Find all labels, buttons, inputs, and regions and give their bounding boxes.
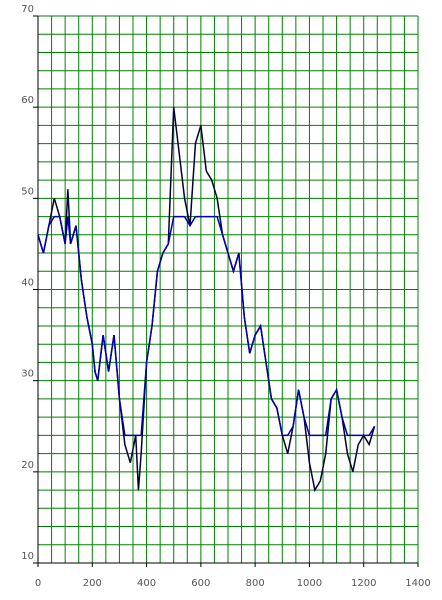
- y-tick-label: 50: [21, 186, 34, 197]
- x-tick-label: 800: [246, 578, 265, 589]
- y-tick-label: 70: [21, 4, 34, 15]
- x-tick-label: 0: [35, 578, 41, 589]
- x-tick-label: 200: [83, 578, 102, 589]
- x-tick-label: 1400: [405, 578, 430, 589]
- data-line: [37, 107, 376, 493]
- y-tick-label: 20: [21, 460, 34, 471]
- x-tick-label: 1000: [297, 578, 322, 589]
- y-tick-label: 60: [21, 95, 34, 106]
- y-tick-label: 10: [21, 551, 34, 562]
- x-tick-label: 1200: [351, 578, 376, 589]
- data-line: [37, 215, 376, 437]
- x-tick-label: 400: [137, 578, 156, 589]
- y-tick-label: 40: [21, 278, 34, 289]
- x-tick-label: 600: [191, 578, 210, 589]
- y-tick-label: 30: [21, 369, 34, 380]
